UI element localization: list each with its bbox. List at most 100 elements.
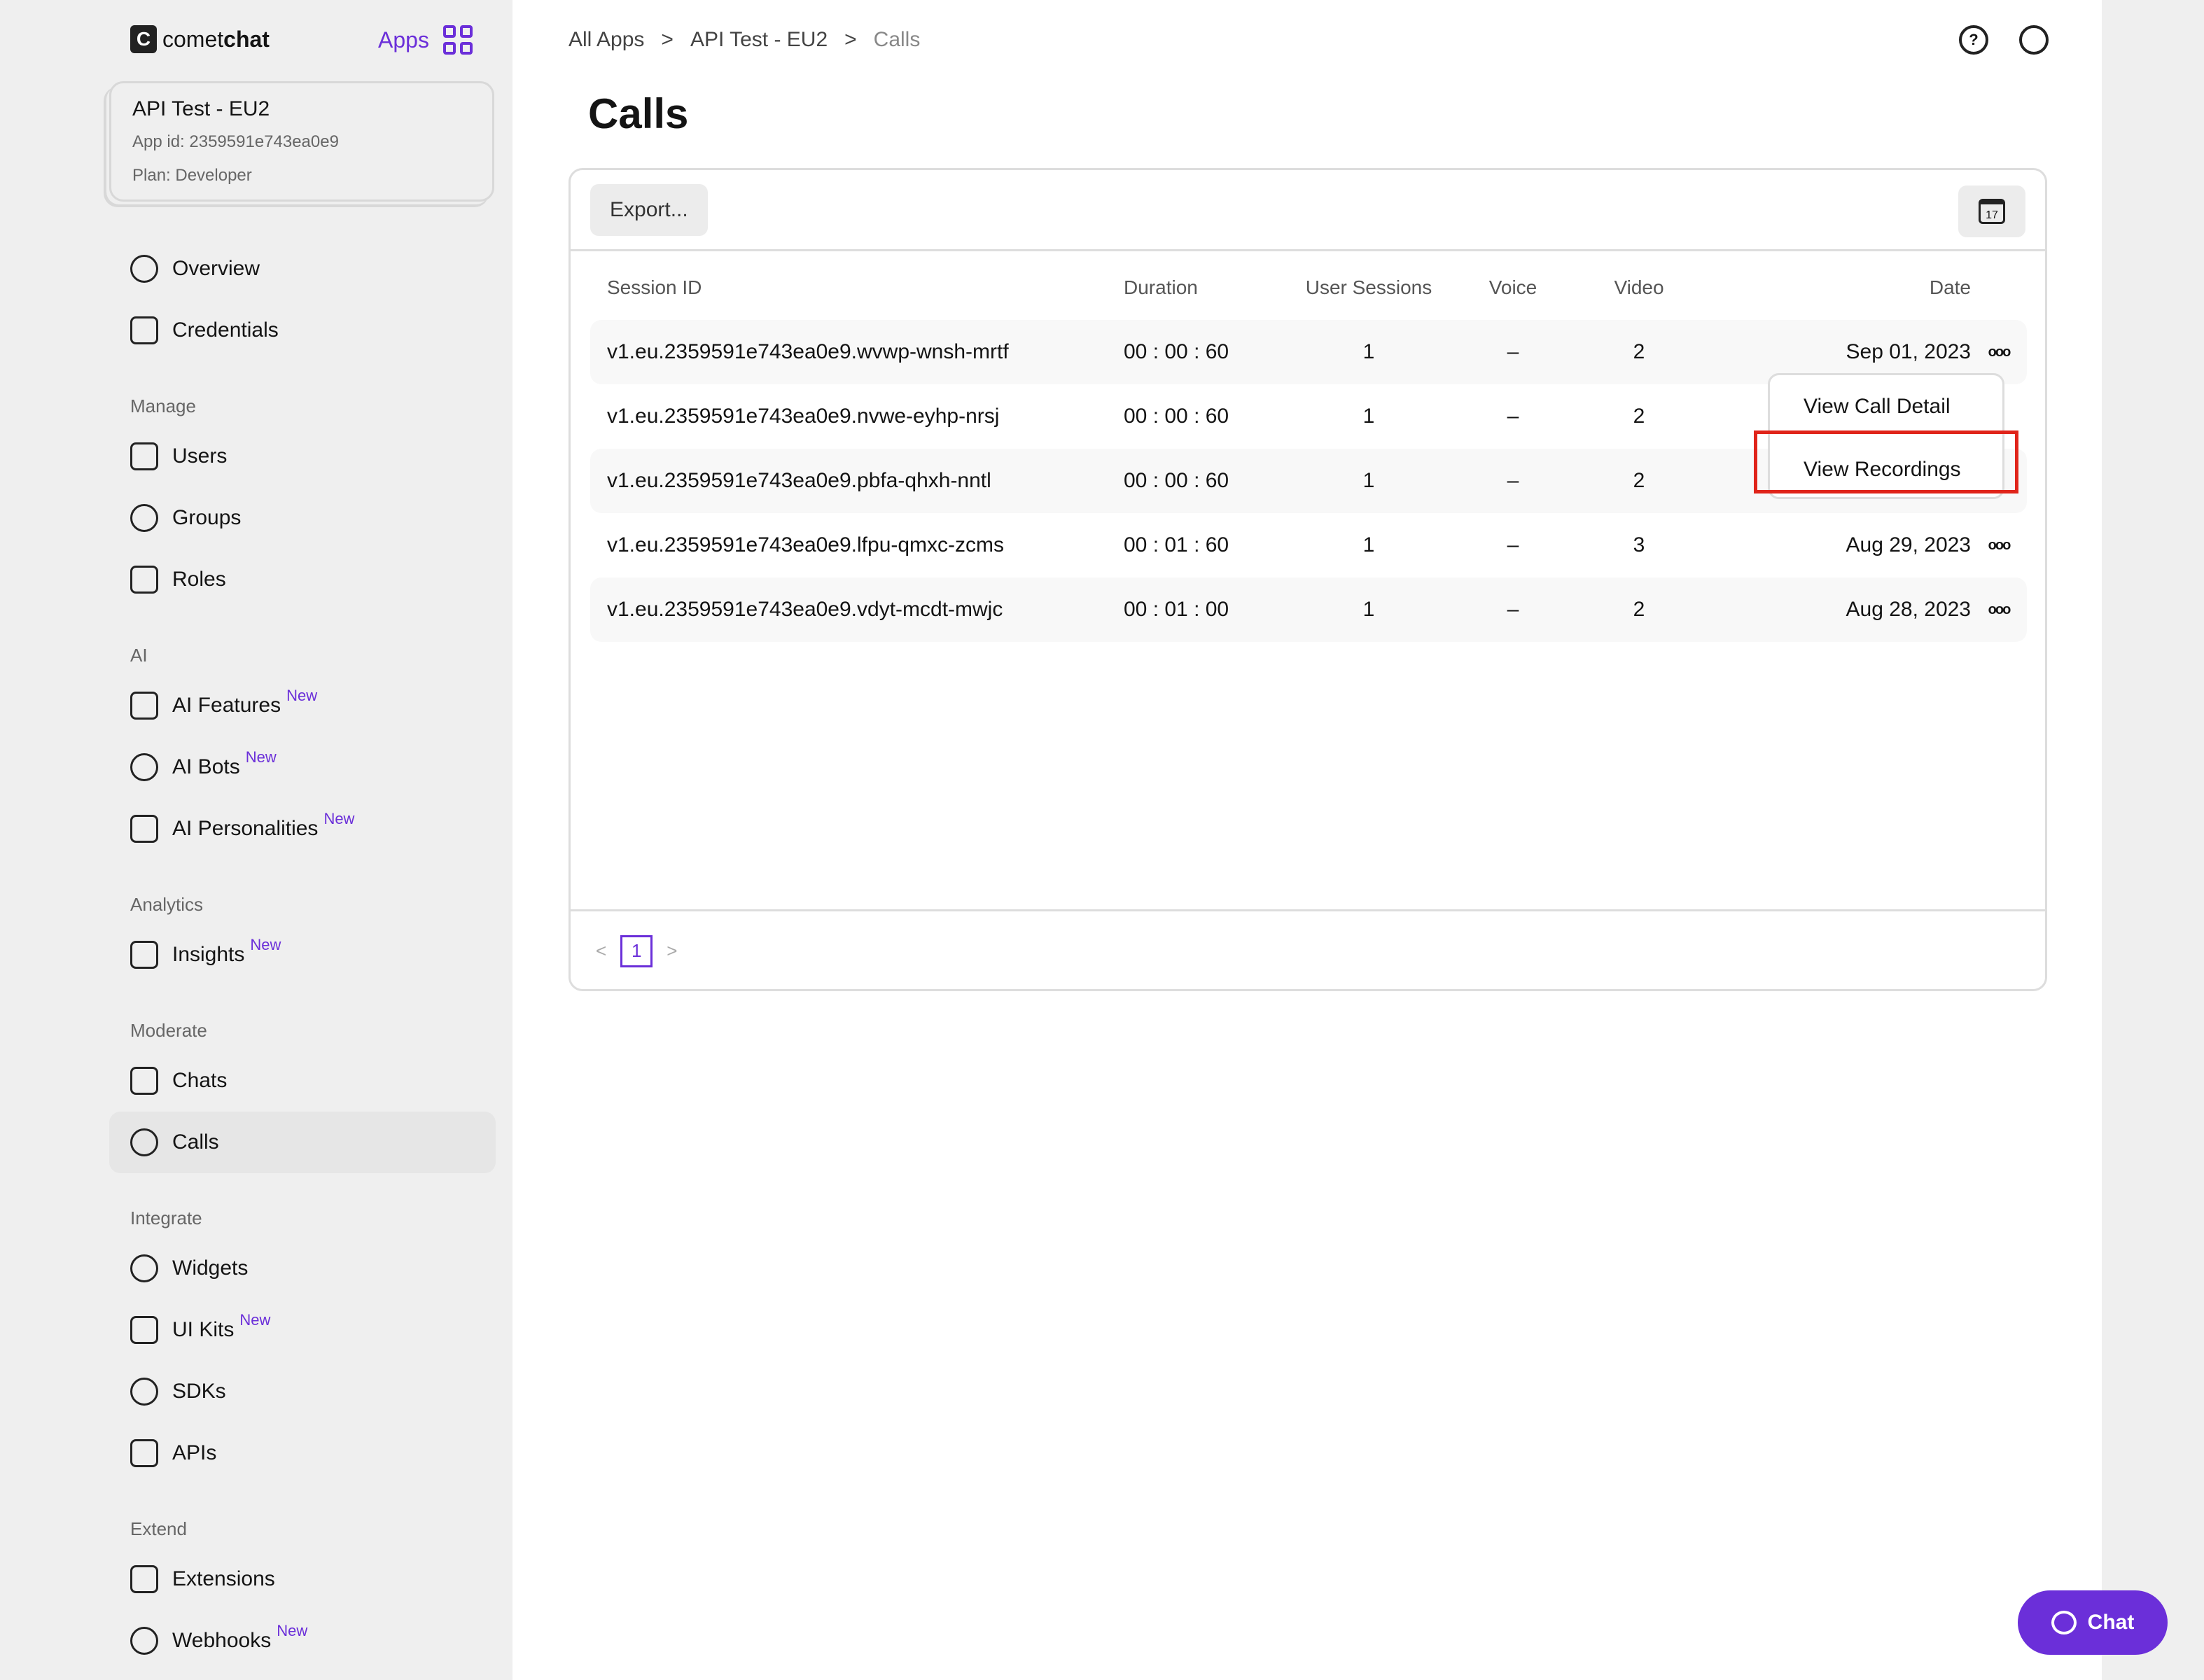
cell-voice: – xyxy=(1507,405,1519,428)
new-badge: New xyxy=(323,810,355,827)
ai-personalities-icon xyxy=(130,815,158,843)
profile-icon[interactable] xyxy=(2019,25,2049,55)
column-header-video[interactable]: Video xyxy=(1614,276,1664,298)
breadcrumb-separator: > xyxy=(661,28,674,51)
more-options-button[interactable]: ooo xyxy=(1988,601,2011,617)
cell-user-sessions: 1 xyxy=(1362,598,1375,621)
next-page-button[interactable]: > xyxy=(667,940,678,961)
sidebar-item-ai-personalities[interactable]: AI Personalities New xyxy=(109,798,496,860)
new-badge: New xyxy=(286,687,318,704)
table-row[interactable]: v1.eu.2359591e743ea0e9.nvwe-eyhp-nrsj 00 … xyxy=(590,384,2027,449)
breadcrumb: All Apps > API Test - EU2 > Calls xyxy=(569,28,920,52)
sidebar-item-label: SDKs xyxy=(172,1380,226,1403)
sidebar-item-overview[interactable]: Overview xyxy=(109,238,496,300)
ai-features-icon xyxy=(130,692,158,720)
sidebar-item-ui-kits[interactable]: UI Kits New xyxy=(109,1299,496,1361)
app-name: API Test - EU2 xyxy=(132,97,270,120)
cell-session-id: v1.eu.2359591e743ea0e9.wvwp-wnsh-mrtf xyxy=(607,340,1009,363)
sidebar-item-groups[interactable]: Groups xyxy=(109,487,496,549)
chats-icon xyxy=(130,1067,158,1095)
cell-duration: 00 : 01 : 60 xyxy=(1124,533,1229,556)
credentials-icon xyxy=(130,316,158,344)
column-header-duration[interactable]: Duration xyxy=(1124,276,1198,298)
cell-user-sessions: 1 xyxy=(1362,469,1375,492)
column-header-voice[interactable]: Voice xyxy=(1488,276,1537,298)
cell-date: Aug 28, 2023 xyxy=(1846,598,1972,621)
sidebar-item-webhooks[interactable]: Webhooks New xyxy=(109,1610,496,1672)
cell-session-id: v1.eu.2359591e743ea0e9.nvwe-eyhp-nrsj xyxy=(607,405,1000,428)
overview-icon xyxy=(130,255,158,283)
sidebar-item-extensions[interactable]: Extensions xyxy=(109,1548,496,1610)
export-button[interactable]: Export... xyxy=(590,184,708,236)
calls-table-card: Export... 17 Session ID Duration User Sess… xyxy=(569,168,2047,991)
sidebar-item-chats[interactable]: Chats xyxy=(109,1050,496,1112)
cell-video: 3 xyxy=(1633,533,1645,556)
help-icon[interactable]: ? xyxy=(1959,25,1988,55)
insights-icon xyxy=(130,941,158,969)
chat-button[interactable]: Chat xyxy=(2018,1590,2168,1655)
sidebar-item-widgets[interactable]: Widgets xyxy=(109,1238,496,1299)
sidebar-item-label: AI Bots xyxy=(172,755,240,778)
sidebar-item-label: Overview xyxy=(172,257,260,280)
extensions-icon xyxy=(130,1565,158,1593)
cell-user-sessions: 1 xyxy=(1362,533,1375,556)
table-row[interactable]: v1.eu.2359591e743ea0e9.vdyt-mcdt-mwjc 00 … xyxy=(590,578,2027,642)
view-call-detail-item[interactable]: View Call Detail xyxy=(1804,395,1951,418)
app-plan: Plan: Developer xyxy=(132,166,252,185)
prev-page-button[interactable]: < xyxy=(596,940,607,961)
more-options-button[interactable]: ooo xyxy=(1988,537,2011,553)
view-recordings-item[interactable]: View Recordings xyxy=(1804,458,1961,481)
breadcrumb-api-test-eu2[interactable]: API Test - EU2 xyxy=(690,28,828,51)
sidebar-item-insights[interactable]: Insights New xyxy=(109,924,496,986)
more-options-button[interactable]: ooo xyxy=(1988,344,2011,360)
roles-icon xyxy=(130,566,158,594)
breadcrumb-separator: > xyxy=(844,28,857,51)
ai-bots-icon xyxy=(130,753,158,781)
calendar-icon: 17 xyxy=(1979,199,2005,224)
date-filter-button[interactable]: 17 xyxy=(1958,186,2025,237)
new-badge: New xyxy=(245,748,277,766)
sidebar-item-label: Groups xyxy=(172,506,242,529)
cell-session-id: v1.eu.2359591e743ea0e9.pbfa-qhxh-nntl xyxy=(607,469,991,492)
table-row[interactable]: v1.eu.2359591e743ea0e9.wvwp-wnsh-mrtf 00 … xyxy=(590,320,2027,384)
new-badge: New xyxy=(250,936,281,953)
cell-user-sessions: 1 xyxy=(1362,340,1375,363)
app-card[interactable]: API Test - EU2 App id: 2359591e743ea0e9 … xyxy=(109,81,494,202)
sidebar-item-users[interactable]: Users xyxy=(109,426,496,487)
cell-duration: 00 : 00 : 60 xyxy=(1124,469,1229,492)
sidebar-item-label: Chats xyxy=(172,1069,228,1092)
sidebar-item-ai-features[interactable]: AI Features New xyxy=(109,675,496,736)
cell-session-id: v1.eu.2359591e743ea0e9.lfpu-qmxc-zcms xyxy=(607,533,1005,556)
sidebar-item-label: UI Kits xyxy=(172,1318,235,1341)
cell-date: Sep 01, 2023 xyxy=(1846,340,1972,363)
page-title: Calls xyxy=(588,90,689,137)
sidebar-item-label: APIs xyxy=(172,1441,217,1464)
cell-date: Aug 29, 2023 xyxy=(1846,533,1972,556)
table-row[interactable]: v1.eu.2359591e743ea0e9.lfpu-qmxc-zcms 00 … xyxy=(590,513,2027,578)
sidebar-item-apis[interactable]: APIs xyxy=(109,1422,496,1484)
sidebar-item-label: Webhooks xyxy=(172,1629,272,1652)
cell-video: 2 xyxy=(1633,340,1645,363)
sidebar-item-credentials[interactable]: Credentials xyxy=(109,300,496,361)
column-header-user-sessions[interactable]: User Sessions xyxy=(1305,276,1432,298)
sidebar-item-roles[interactable]: Roles xyxy=(109,549,496,610)
page-1-button[interactable]: 1 xyxy=(620,934,653,967)
sidebar-item-label: AI Features xyxy=(172,694,281,717)
users-icon xyxy=(130,442,158,470)
sidebar-item-ai-bots[interactable]: AI Bots New xyxy=(109,736,496,798)
cell-video: 2 xyxy=(1633,405,1645,428)
breadcrumb-all-apps[interactable]: All Apps xyxy=(569,28,645,51)
apps-button[interactable]: Apps xyxy=(378,25,473,55)
sidebar-item-label: Credentials xyxy=(172,318,279,342)
cell-duration: 00 : 00 : 60 xyxy=(1124,340,1229,363)
sidebar-item-calls[interactable]: Calls xyxy=(109,1112,496,1173)
section-title-integrate: Integrate xyxy=(130,1208,202,1228)
column-header-session-id[interactable]: Session ID xyxy=(607,276,702,298)
sidebar-item-sdks[interactable]: SDKs xyxy=(109,1361,496,1422)
apps-grid-icon xyxy=(442,25,473,55)
cell-voice: – xyxy=(1507,340,1519,363)
column-header-date[interactable]: Date xyxy=(1929,276,1971,298)
section-title-moderate: Moderate xyxy=(130,1020,207,1041)
